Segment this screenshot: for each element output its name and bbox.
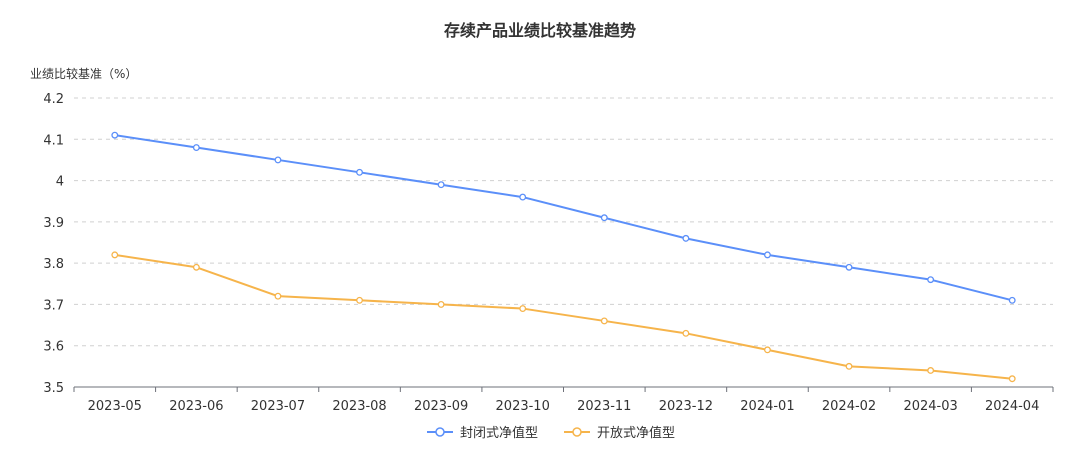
x-axis <box>73 386 1054 392</box>
y-tick-label: 3.8 <box>43 257 64 272</box>
data-point <box>356 296 363 304</box>
series-2 <box>111 251 1016 383</box>
data-point <box>845 263 853 271</box>
legend-item-1[interactable]: 封闭式净值型 <box>427 425 538 441</box>
legend-marker <box>572 427 582 437</box>
data-point <box>600 317 608 325</box>
data-point <box>111 131 119 139</box>
y-tick-label: 4 <box>56 175 64 190</box>
x-tick-label: 2023-08 <box>332 399 386 414</box>
series-line <box>114 134 1013 302</box>
data-point <box>682 329 690 337</box>
data-point <box>519 305 527 313</box>
x-tick-label: 2024-03 <box>903 399 957 414</box>
chart-title: 存续产品业绩比较基准趋势 <box>444 21 636 40</box>
data-point <box>764 346 771 354</box>
data-point <box>274 156 282 164</box>
data-point <box>927 367 935 374</box>
y-axis-label: 业绩比较基准（%） <box>30 66 137 81</box>
x-tick-label: 2024-02 <box>822 399 876 414</box>
x-tick-label: 2024-01 <box>740 399 794 414</box>
data-point <box>927 276 935 284</box>
data-point <box>437 300 445 308</box>
x-tick-label: 2023-12 <box>659 399 713 414</box>
y-tick-label: 3.7 <box>43 298 64 313</box>
legend: 封闭式净值型 开放式净值型 <box>427 425 675 441</box>
x-tick-label: 2023-10 <box>496 399 550 414</box>
series-line <box>114 253 1013 380</box>
data-point <box>1008 296 1016 304</box>
data-point <box>1008 375 1016 383</box>
y-tick-label: 3.9 <box>43 216 64 231</box>
legend-marker <box>435 427 445 437</box>
x-tick-label: 2023-06 <box>169 399 223 414</box>
grid-lines <box>74 97 1053 347</box>
y-axis-ticks: 3.5 3.6 3.7 3.8 3.9 4 4.1 4.2 <box>43 92 64 396</box>
x-tick-label: 2023-11 <box>577 399 631 414</box>
data-point <box>192 144 200 151</box>
series-layer <box>111 131 1016 383</box>
y-tick-label: 3.5 <box>43 381 64 396</box>
x-tick-label: 2023-09 <box>414 399 468 414</box>
x-axis-ticks: 2023-05 2023-06 2023-07 2023-08 2023-09 2023-… <box>88 399 1040 414</box>
legend-label: 封闭式净值型 <box>460 425 538 441</box>
data-point <box>192 263 200 271</box>
data-point <box>274 292 282 300</box>
x-tick-label: 2023-07 <box>251 399 305 414</box>
data-point <box>682 234 690 242</box>
y-tick-label: 4.2 <box>43 92 64 107</box>
y-tick-label: 3.6 <box>43 340 64 355</box>
data-point <box>437 181 445 189</box>
data-point <box>111 251 119 259</box>
data-point <box>519 193 527 201</box>
legend-item-2[interactable]: 开放式净值型 <box>564 425 675 441</box>
x-tick-label: 2023-05 <box>88 399 142 414</box>
data-point <box>356 168 363 176</box>
series-1 <box>111 131 1016 304</box>
data-point <box>764 251 771 259</box>
legend-label: 开放式净值型 <box>597 425 675 441</box>
y-tick-label: 4.1 <box>43 133 64 148</box>
data-point <box>600 214 608 222</box>
x-tick-label: 2024-04 <box>985 399 1039 414</box>
data-point <box>845 362 853 370</box>
